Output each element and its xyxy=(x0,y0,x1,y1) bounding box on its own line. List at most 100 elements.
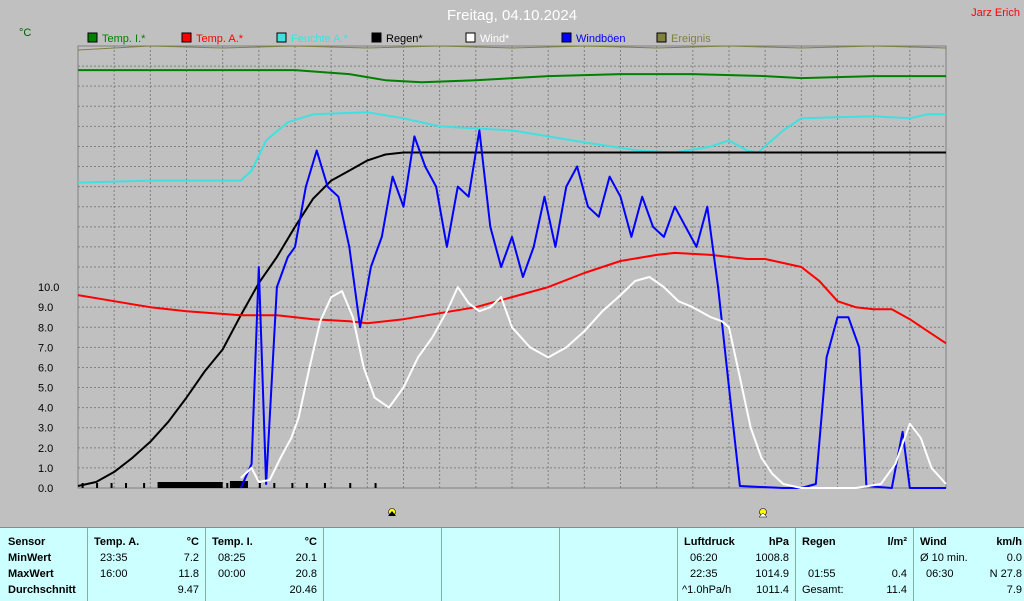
event-marker xyxy=(258,483,261,488)
grid xyxy=(78,46,946,488)
event-markers xyxy=(81,481,377,488)
chart-title: Freitag, 04.10.2024 xyxy=(447,7,577,24)
luftdruck-column: Luftdruck hPa 06:20 1008.8 22:35 1014.9 … xyxy=(678,528,796,601)
row-label-sensor: Sensor xyxy=(8,536,46,548)
luftdruck-avg: 1011.4 xyxy=(756,584,789,596)
sun-icons xyxy=(388,508,768,518)
luftdruck-min: 1008.8 xyxy=(755,552,789,564)
series-line-ereignis xyxy=(77,45,947,51)
regen-unit: l/m² xyxy=(887,536,907,548)
wind-avg10-label: Ø 10 min. xyxy=(920,552,968,564)
temp-i-max-time: 00:00 xyxy=(218,568,246,580)
legend-item: Regen* xyxy=(371,32,423,45)
regen-total-label: Gesamt: xyxy=(802,584,844,596)
luftdruck-max-time: 22:35 xyxy=(690,568,718,580)
wind-column: Wind km/h Ø 10 min. 0.0 06:30 N 27.8 7.9 xyxy=(914,528,1024,601)
series-line-feuchte-a xyxy=(77,111,946,184)
y-tick-label: 0.0 xyxy=(38,483,53,495)
wind-avg: 7.9 xyxy=(1006,584,1022,596)
y-unit-label: °C xyxy=(19,27,31,39)
y-tick-label: 3.0 xyxy=(38,423,53,435)
event-marker xyxy=(125,483,128,488)
legend-item: Ereignis xyxy=(656,32,711,45)
event-marker xyxy=(143,483,146,488)
event-marker xyxy=(349,483,352,488)
row-label-max: MaxWert xyxy=(8,568,54,580)
series-line-temp-i xyxy=(78,69,946,84)
legend-label: Wind* xyxy=(480,33,510,45)
wind-unit: km/h xyxy=(996,536,1022,548)
temp-a-max-time: 16:00 xyxy=(100,568,128,580)
wind-max: N 27.8 xyxy=(989,568,1022,580)
y-tick-label: 4.0 xyxy=(38,403,53,415)
y-tick-label: 6.0 xyxy=(38,362,53,374)
temp-a-unit: °C xyxy=(186,536,199,548)
empty-column-3 xyxy=(560,528,678,601)
temp-a-avg: 9.47 xyxy=(177,584,199,596)
regen-max-time: 01:55 xyxy=(808,568,836,580)
legend-swatch xyxy=(561,32,572,43)
y-tick-label: 10.0 xyxy=(38,282,59,294)
temp-i-unit: °C xyxy=(304,536,317,548)
legend-label: Feuchte A.* xyxy=(291,33,349,45)
legend-item: Temp. A.* xyxy=(181,32,244,45)
legend-swatch xyxy=(181,32,192,43)
row-label-avg: Durchschnitt xyxy=(8,584,76,596)
luftdruck-trend: ^1.0hPa/h xyxy=(682,584,732,596)
temp-a-min-time: 23:35 xyxy=(100,552,128,564)
temp-i-column: Temp. I. °C 08:25 20.1 00:00 20.8 20.46 xyxy=(206,528,324,601)
legend-swatch xyxy=(465,32,476,43)
empty-column-1 xyxy=(324,528,442,601)
regen-max: 0.4 xyxy=(891,568,907,580)
regen-header: Regen xyxy=(802,536,836,548)
legend-item: Wind* xyxy=(465,32,510,45)
event-marker xyxy=(273,483,276,488)
wind-avg10: 0.0 xyxy=(1006,552,1022,564)
temp-i-header: Temp. I. xyxy=(212,536,253,548)
luftdruck-unit: hPa xyxy=(768,536,789,548)
empty-column-2 xyxy=(442,528,560,601)
legend-swatch xyxy=(87,32,98,43)
series-line-wind xyxy=(240,276,947,489)
author-label: Jarz Erich xyxy=(971,7,1020,19)
luftdruck-header: Luftdruck xyxy=(684,536,735,548)
event-marker xyxy=(291,483,294,488)
temp-i-max: 20.8 xyxy=(295,568,317,580)
legend-item: Temp. I.* xyxy=(87,32,146,45)
event-marker xyxy=(374,483,377,488)
chart: Freitag, 04.10.2024 Jarz Erich °C Temp. … xyxy=(19,7,1020,518)
temp-a-column: Temp. A. °C 23:35 7.2 16:00 11.8 9.47 xyxy=(88,528,206,601)
legend: Temp. I.* Temp. A.* Feuchte A.* Regen* Wind*… xyxy=(87,32,711,45)
legend-swatch xyxy=(656,32,667,43)
temp-a-min: 7.2 xyxy=(183,552,199,564)
legend-item: Feuchte A.* xyxy=(276,32,349,45)
legend-swatch xyxy=(371,32,382,43)
temp-i-avg: 20.46 xyxy=(289,584,317,596)
luftdruck-min-time: 06:20 xyxy=(690,552,718,564)
legend-label: Regen* xyxy=(386,33,423,45)
sunset-icon xyxy=(758,508,768,518)
y-tick-label: 9.0 xyxy=(38,302,53,314)
sunrise-icon xyxy=(388,508,396,516)
series-line-regen xyxy=(77,151,946,487)
regen-total: 11.4 xyxy=(886,584,907,596)
y-tick-label: 5.0 xyxy=(38,383,53,395)
y-tick-label: 8.0 xyxy=(38,322,53,334)
event-marker xyxy=(305,483,308,488)
legend-label: Temp. A.* xyxy=(196,33,244,45)
temp-a-header: Temp. A. xyxy=(94,536,140,548)
stats-table: Sensor MinWert MaxWert Durchschnitt Temp… xyxy=(0,527,1024,601)
event-marker-block xyxy=(157,482,223,488)
series-lines xyxy=(77,45,947,489)
temp-a-max: 11.8 xyxy=(178,568,199,580)
row-label-min: MinWert xyxy=(8,552,52,564)
temp-i-min: 20.1 xyxy=(295,552,317,564)
event-marker xyxy=(323,483,326,488)
event-marker xyxy=(110,483,113,488)
legend-item: Windböen xyxy=(561,32,626,45)
legend-swatch xyxy=(276,32,287,43)
event-marker xyxy=(226,483,229,488)
wind-header: Wind xyxy=(920,536,947,548)
regen-column: Regen l/m² 01:55 0.4 Gesamt: 11.4 xyxy=(796,528,914,601)
y-tick-label: 1.0 xyxy=(38,463,53,475)
